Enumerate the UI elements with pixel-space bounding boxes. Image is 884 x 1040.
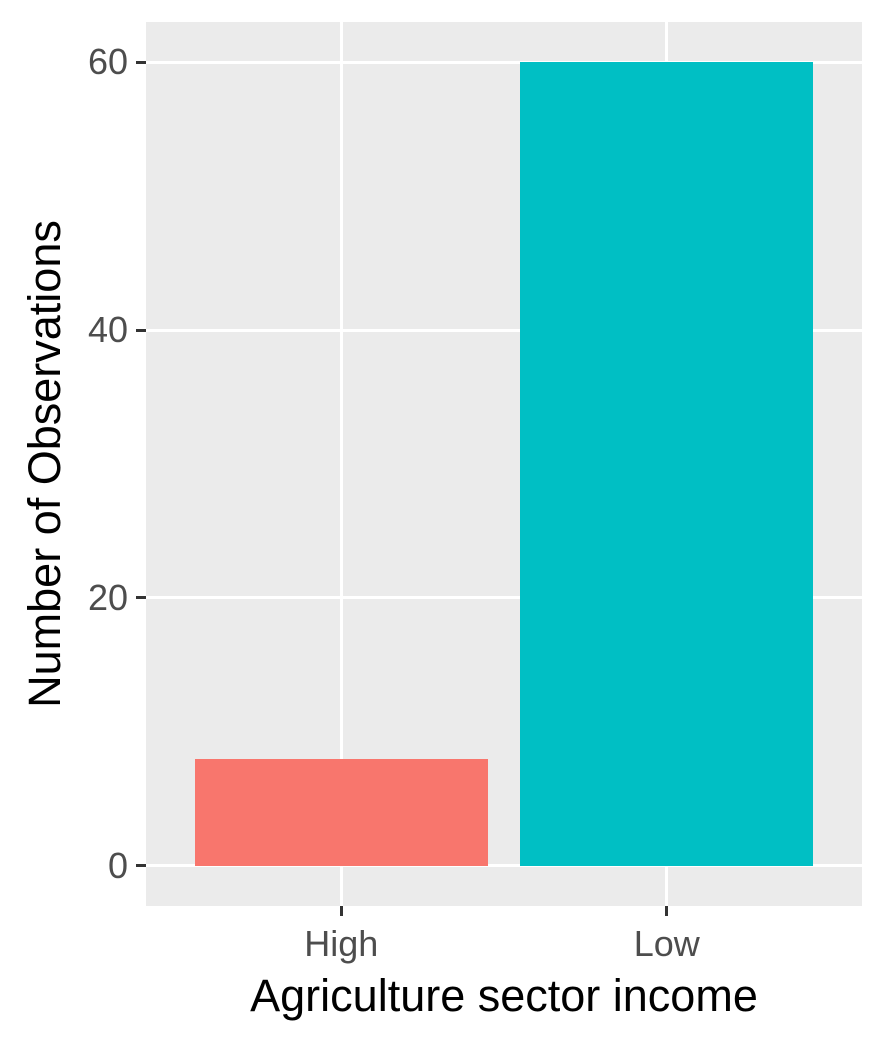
gridline-horizontal	[146, 864, 862, 868]
y-tick-label: 40	[87, 309, 128, 351]
x-tick-label: High	[304, 923, 379, 964]
y-tick-mark	[136, 864, 146, 868]
bar-high	[194, 758, 488, 866]
y-tick-mark	[136, 328, 146, 332]
gridline-vertical	[339, 22, 343, 906]
x-axis-title: Agriculture sector income	[250, 970, 758, 1021]
bar-low	[520, 62, 814, 866]
y-tick-label: 20	[87, 576, 128, 618]
gridline-horizontal	[146, 60, 862, 64]
x-tick-mark	[665, 906, 669, 916]
plot-panel	[146, 22, 862, 906]
y-tick-mark	[136, 60, 146, 64]
y-tick-label: 60	[87, 41, 128, 83]
x-tick-label: Low	[633, 923, 700, 964]
y-axis-title: Number of Observations	[19, 220, 70, 708]
y-tick-mark	[136, 596, 146, 600]
y-tick-label: 0	[107, 844, 128, 886]
gridline-horizontal	[146, 328, 862, 332]
gridline-horizontal	[146, 596, 862, 600]
x-tick-mark	[339, 906, 343, 916]
